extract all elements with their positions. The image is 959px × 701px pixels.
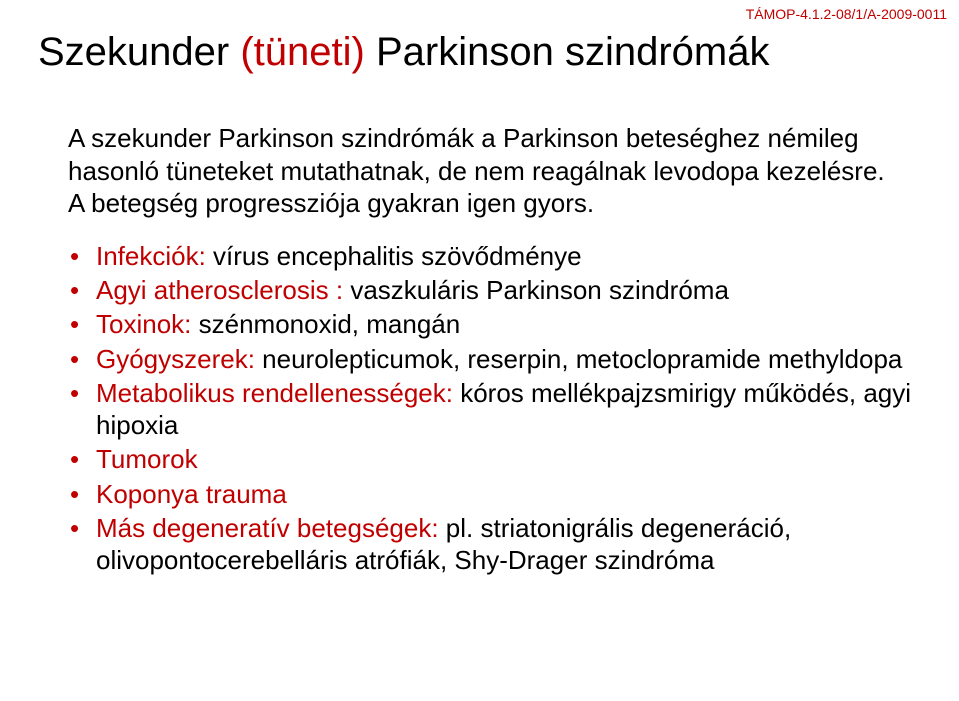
bullet-list: Infekciók: vírus encephalitis szövődmény…	[68, 240, 919, 578]
header-code: TÁMOP-4.1.2-08/1/A-2009-0011	[746, 6, 947, 22]
title-part-1: Szekunder	[38, 30, 240, 74]
list-item: Gyógyszerek: neurolepticumok, reserpin, …	[68, 343, 919, 375]
bullet-label: Toxinok:	[96, 309, 191, 339]
list-item: Infekciók: vírus encephalitis szövődmény…	[68, 240, 919, 272]
title-part-2: Parkinson szindrómák	[365, 30, 770, 74]
bullet-label: Tumorok	[96, 444, 198, 474]
bullet-label: Agyi atherosclerosis :	[96, 275, 343, 305]
bullet-label: Gyógyszerek:	[96, 344, 255, 374]
bullet-label: Koponya trauma	[96, 479, 287, 509]
bullet-label: Más degeneratív betegségek:	[96, 513, 439, 543]
bullet-text: neurolepticumok, reserpin, metoclopramid…	[255, 344, 902, 374]
intro-paragraph: A szekunder Parkinson szindrómák a Parki…	[68, 122, 899, 220]
slide-title: Szekunder (tüneti) Parkinson szindrómák	[38, 30, 769, 75]
list-item: Metabolikus rendellenességek: kóros mell…	[68, 377, 919, 441]
title-accent: (tüneti)	[240, 30, 365, 74]
bullet-text: vírus encephalitis szövődménye	[206, 241, 582, 271]
bullet-text: szénmonoxid, mangán	[191, 309, 460, 339]
list-item: Toxinok: szénmonoxid, mangán	[68, 308, 919, 340]
bullet-label: Infekciók:	[96, 241, 206, 271]
bullet-label: Metabolikus rendellenességek:	[96, 378, 453, 408]
list-item: Tumorok	[68, 443, 919, 475]
list-item: Koponya trauma	[68, 478, 919, 510]
list-item: Agyi atherosclerosis : vaszkuláris Parki…	[68, 274, 919, 306]
bullet-text: vaszkuláris Parkinson szindróma	[343, 275, 729, 305]
list-item: Más degeneratív betegségek: pl. striaton…	[68, 512, 919, 576]
